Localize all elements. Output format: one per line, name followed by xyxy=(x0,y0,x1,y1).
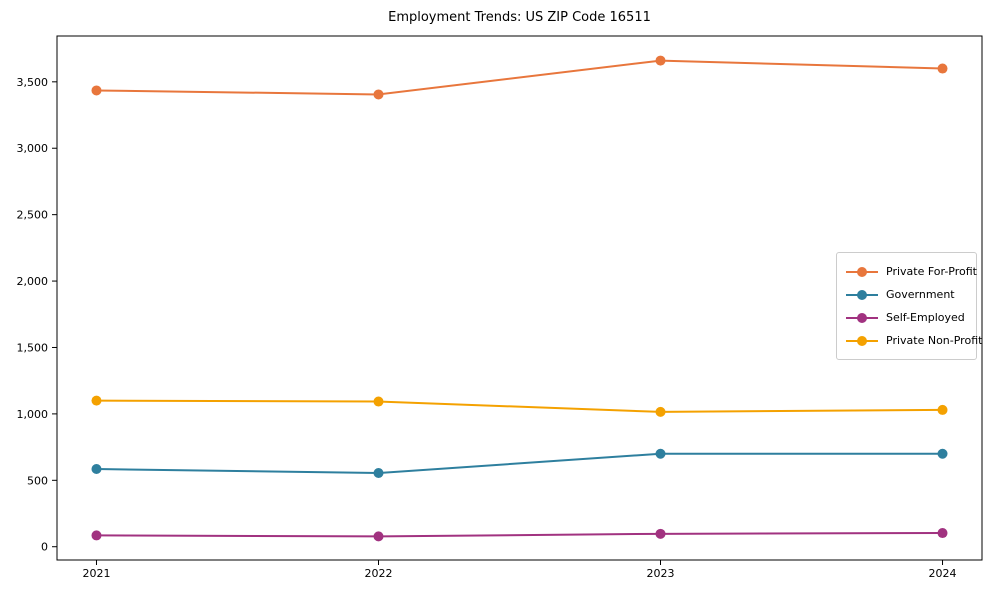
data-point xyxy=(937,63,948,74)
data-point xyxy=(937,528,948,539)
x-tick-label: 2022 xyxy=(364,567,392,580)
data-point xyxy=(91,395,102,406)
y-tick-label: 0 xyxy=(41,541,48,554)
data-point xyxy=(91,464,102,475)
legend-line-marker-icon xyxy=(846,312,878,323)
data-point xyxy=(655,528,666,539)
data-point xyxy=(655,448,666,459)
data-point xyxy=(655,406,666,417)
legend-label: Private For-Profit xyxy=(886,265,977,278)
legend-item-private-non-profit: Private Non-Profit xyxy=(845,329,982,352)
legend-item-private-for-profit: Private For-Profit xyxy=(845,260,977,283)
legend-item-government: Government xyxy=(845,283,968,306)
legend-item-self-employed: Self-Employed xyxy=(845,306,968,329)
series-line-private-for-profit xyxy=(96,59,943,96)
y-tick-label: 1,500 xyxy=(17,341,49,354)
y-tick-label: 3,500 xyxy=(17,76,49,89)
legend-label: Government xyxy=(886,288,955,301)
data-point xyxy=(373,89,384,100)
legend-label: Self-Employed xyxy=(886,311,965,324)
data-point xyxy=(655,55,666,66)
y-tick-label: 2,500 xyxy=(17,209,49,222)
data-point xyxy=(91,530,102,541)
axes-spines xyxy=(56,35,983,561)
x-tick-label: 2021 xyxy=(82,567,110,580)
y-tick-label: 2,000 xyxy=(17,275,49,288)
data-point xyxy=(373,396,384,407)
legend-label: Private Non-Profit xyxy=(886,334,983,347)
chart-title: Employment Trends: US ZIP Code 16511 xyxy=(388,10,651,25)
legend-line-marker-icon xyxy=(846,266,878,277)
legend-line-marker-icon xyxy=(846,335,878,346)
series-line-private-non-profit xyxy=(96,399,943,413)
y-tick-label: 3,000 xyxy=(17,142,49,155)
x-tick-label: 2023 xyxy=(647,567,675,580)
legend-line-marker-icon xyxy=(846,289,878,300)
data-point xyxy=(373,467,384,478)
x-tick-label: 2024 xyxy=(929,567,957,580)
data-point xyxy=(373,531,384,542)
data-point xyxy=(91,85,102,96)
series-line-self-employed xyxy=(96,532,943,538)
series-line-government xyxy=(96,452,943,474)
y-tick-label: 1,000 xyxy=(17,408,49,421)
legend: Private For-Profit Government Self-Employe… xyxy=(836,252,982,360)
data-point xyxy=(937,404,948,415)
y-tick-label: 500 xyxy=(27,474,48,487)
data-point xyxy=(937,448,948,459)
